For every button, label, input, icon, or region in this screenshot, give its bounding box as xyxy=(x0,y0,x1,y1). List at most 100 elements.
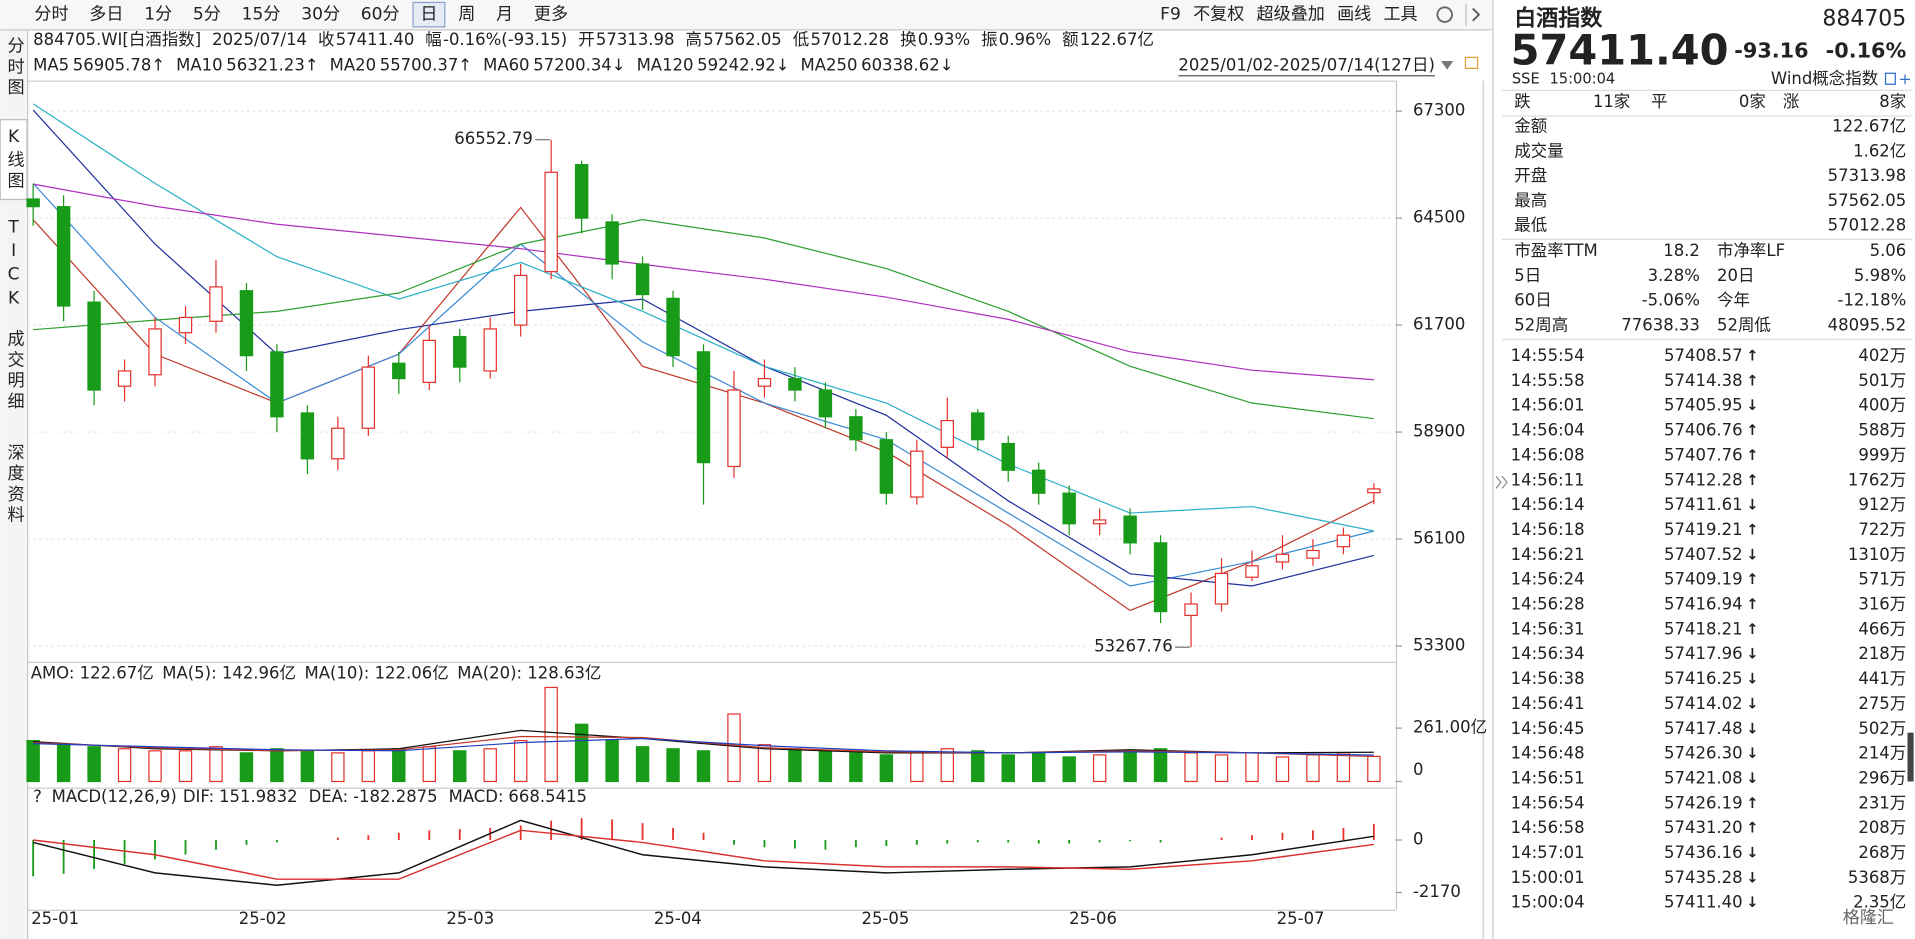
candle-body xyxy=(56,206,71,307)
side-tab[interactable]: 成交明细 xyxy=(4,330,25,413)
toolbar-tab[interactable]: 更多 xyxy=(534,5,568,25)
quote-change-pct: -0.16% xyxy=(1826,38,1907,62)
breadth-value: 0家 xyxy=(1739,92,1766,111)
y-tick-label: 0 xyxy=(1413,830,1423,849)
candle-body xyxy=(849,416,863,441)
tick-price: 57426.19 xyxy=(1664,793,1743,812)
candle-body xyxy=(513,274,528,326)
info-label: 振 xyxy=(981,30,997,49)
lock-icon[interactable] xyxy=(1464,56,1479,69)
side-tab[interactable]: 深度资料 xyxy=(4,443,25,526)
quote-name: 白酒指数 xyxy=(1514,6,1603,32)
candle-body xyxy=(178,316,193,334)
tick-time: 14:56:45 xyxy=(1511,719,1585,738)
toolbar-tab[interactable]: 日 xyxy=(420,5,437,25)
tick-price: 57417.96 xyxy=(1664,644,1743,663)
tick-time: 14:56:01 xyxy=(1511,396,1585,415)
candle-body xyxy=(574,164,589,219)
candle-body xyxy=(1367,488,1381,494)
tick-volume: 5368万 xyxy=(1848,868,1906,887)
volume-bar xyxy=(910,752,924,783)
toolbar-tool[interactable]: 工具 xyxy=(1383,5,1417,25)
volume-bar xyxy=(300,750,315,783)
candle-body xyxy=(26,198,40,208)
toolbar-tab[interactable]: 月 xyxy=(496,5,513,25)
date-range[interactable]: 2025/01/02-2025/07/14(127日) xyxy=(1178,55,1435,74)
toolbar-tab[interactable]: 5分 xyxy=(193,5,221,25)
add-icon[interactable] xyxy=(1900,74,1910,85)
tick-price: 57421.08 xyxy=(1664,768,1743,787)
stat-label: 成交量 xyxy=(1514,141,1563,160)
toolbar-tool[interactable]: 不复权 xyxy=(1193,5,1244,25)
candle-body xyxy=(879,439,894,494)
volume-bar xyxy=(1245,752,1259,783)
tick-price: 57416.25 xyxy=(1664,669,1743,688)
toolbar-tab[interactable]: 多日 xyxy=(89,5,123,25)
volume-bar xyxy=(1367,755,1381,783)
tick-volume: 466万 xyxy=(1858,619,1906,638)
scrollbar[interactable] xyxy=(1907,732,1914,782)
legend-value: 151.9832 xyxy=(219,787,298,806)
tick-time: 14:56:11 xyxy=(1511,470,1585,489)
stat-label: 最高 xyxy=(1514,191,1547,210)
ratio-value: -5.06% xyxy=(1642,291,1700,310)
legend-value: 56905.78↑ xyxy=(73,55,165,74)
volume-bar xyxy=(635,746,650,783)
legend-label: MACD(12,26,9) xyxy=(52,787,177,806)
volume-bar xyxy=(1153,748,1168,783)
legend-name: MA5 xyxy=(33,55,69,74)
side-tab[interactable]: K线图 xyxy=(4,127,25,192)
volume-bar xyxy=(1184,752,1198,783)
toolbar-tool[interactable]: F9 xyxy=(1160,5,1181,25)
tick-time: 14:56:54 xyxy=(1511,793,1585,812)
toolbar-tab[interactable]: 1分 xyxy=(144,5,172,25)
ma-line xyxy=(32,103,1375,532)
toolbar-tab[interactable]: 15分 xyxy=(242,5,281,25)
dropdown-icon[interactable] xyxy=(1441,61,1454,70)
tick-price: 57436.16 xyxy=(1664,843,1743,862)
toolbar-tool[interactable]: 画线 xyxy=(1337,5,1371,25)
volume-bar xyxy=(331,752,345,783)
stat-value: 122.67亿 xyxy=(1832,116,1906,135)
side-tab[interactable]: TICK xyxy=(4,217,24,312)
ma-line xyxy=(33,219,1374,420)
tick-arrow: ↑ xyxy=(1746,571,1758,588)
help-icon[interactable]: ? xyxy=(33,787,42,806)
candle-body xyxy=(727,389,741,468)
x-tick-label: 25-04 xyxy=(654,909,702,928)
settings-icon[interactable] xyxy=(1436,6,1453,23)
x-tick-label: 25-05 xyxy=(862,909,910,928)
toolbar-tab[interactable]: 30分 xyxy=(301,5,340,25)
info-value: 0.93% xyxy=(918,30,970,49)
toolbar-tab[interactable]: 60分 xyxy=(361,5,400,25)
tick-volume: 296万 xyxy=(1858,768,1906,787)
candle-body xyxy=(666,297,680,357)
tick-arrow: ↑ xyxy=(1746,422,1758,439)
candle-body xyxy=(209,286,223,322)
candle-body xyxy=(1275,553,1290,563)
legend-value: 57200.34↓ xyxy=(533,55,625,74)
collapse-icon[interactable] xyxy=(1495,475,1508,489)
volume-bar xyxy=(422,746,436,783)
tick-volume: 1762万 xyxy=(1848,470,1906,489)
next-icon[interactable] xyxy=(1472,7,1481,22)
tick-arrow: ↑ xyxy=(1746,348,1758,365)
volume-bar xyxy=(544,686,558,783)
side-tab[interactable]: 分时图 xyxy=(4,37,25,99)
toolbar-tab[interactable]: 分时 xyxy=(34,5,68,25)
toolbar-tool[interactable]: 超级叠加 xyxy=(1257,5,1325,25)
candle-body xyxy=(818,389,833,418)
stat-label: 金额 xyxy=(1514,116,1547,135)
edit-icon[interactable] xyxy=(1884,72,1896,85)
legend-value: 55700.37↑ xyxy=(380,55,472,74)
volume-bar xyxy=(757,744,772,783)
legend-value: 59242.92↓ xyxy=(697,55,789,74)
quote-index-type[interactable]: Wind概念指数 xyxy=(1771,69,1878,88)
tick-volume: 208万 xyxy=(1858,818,1906,837)
candle-body xyxy=(1306,549,1320,559)
x-tick-label: 25-03 xyxy=(446,909,494,928)
toolbar-tab[interactable]: 周 xyxy=(458,5,475,25)
candle-body xyxy=(696,351,711,464)
info-label: 收 xyxy=(318,30,334,49)
tick-price: 57412.28 xyxy=(1664,470,1743,489)
